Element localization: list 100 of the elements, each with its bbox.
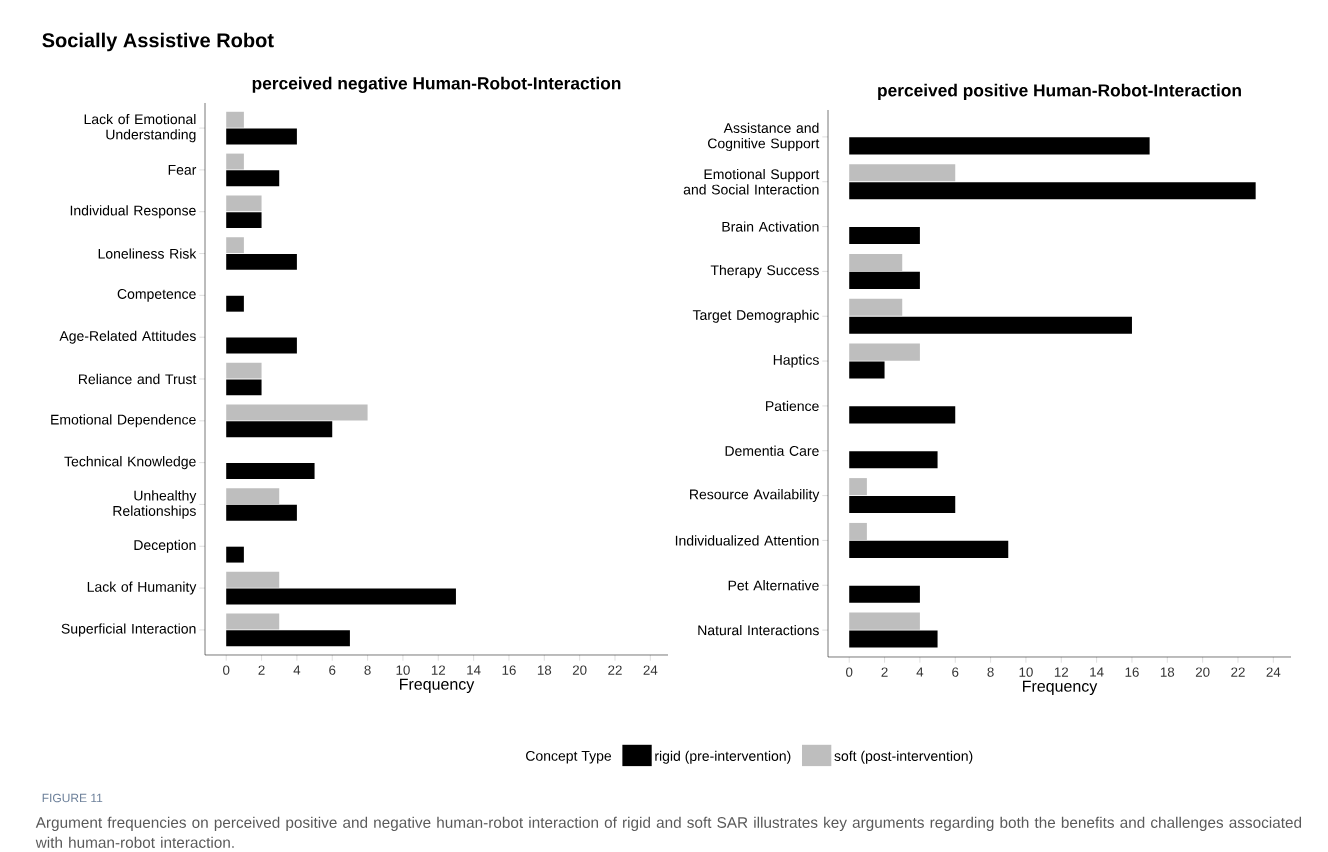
legend-title: Concept Type [526,750,612,764]
x-tick-label: 12 [1054,667,1069,677]
x-tick-label: 0 [846,667,853,677]
bar [849,585,920,603]
x-tick-label: 24 [643,665,658,675]
bar [226,362,262,379]
bar [849,226,920,244]
bar [226,295,244,312]
x-tick-label: 22 [608,665,622,675]
bar [849,361,885,379]
y-tick-label: Loneliness Risk [98,248,197,259]
x-tick-label: 18 [1160,667,1175,677]
chart-title: perceived positive Human-Robot-Interaction [878,83,1241,100]
bar [849,343,920,361]
bar [226,421,333,437]
bar [226,337,297,354]
bar [226,504,297,521]
x-axis-title: Frequency [1023,680,1098,695]
x-tick-label: 10 [1019,667,1033,677]
y-tick-label: Brain Activation [722,221,819,232]
x-axis-title: Frequency [400,678,475,693]
bar [226,462,315,479]
y-tick-label: Lack of Emotional Understanding [84,113,196,143]
y-tick-label: Age-Related Attitudes [59,330,196,344]
y-tick-label: Emotional Support and Social Interaction [683,168,820,195]
bar [226,404,368,421]
bar [849,181,1256,200]
y-tick-label: Therapy Success [710,264,819,278]
y-tick-label: Dementia Care [725,445,819,456]
y-tick-label: Fear [168,164,197,175]
bar [849,630,938,648]
chart-subtitle: perceived negative Human-Robot-Interaction [252,76,621,93]
x-tick-label: 6 [329,665,336,675]
bar [849,612,920,630]
bar [226,487,280,504]
bar [849,451,938,469]
y-tick-label: Individual Response [70,205,196,219]
x-tick-label: 16 [502,665,516,675]
x-tick-label: 14 [1090,667,1104,677]
bar [226,546,244,563]
y-tick-label: Emotional Dependence [51,414,196,428]
y-tick-label: Haptics [773,354,819,368]
bar [226,571,280,588]
legend-label: soft (post-intervention) [834,750,973,764]
x-tick-label: 0 [223,665,230,675]
bar [849,271,920,289]
bar [849,253,903,271]
x-tick-label: 8 [987,667,994,677]
y-tick-label: Technical Knowledge [64,455,196,469]
y-tick-label: Deception [134,539,196,553]
bar [849,298,903,316]
y-tick-label: Pet Alternative [728,579,819,591]
bar [226,153,244,170]
y-tick-label: Assistance and Cognitive Support [708,122,820,151]
x-tick-label: 4 [916,667,924,677]
bar [226,379,262,396]
bar [226,111,244,128]
bar [226,128,297,145]
bar [226,195,262,212]
bar [226,613,280,630]
bar [226,237,244,253]
x-tick-label: 20 [572,665,587,675]
y-tick-label: Resource Availability [690,488,820,502]
bar [849,137,1150,155]
bar [226,211,262,228]
y-tick-label: Lack of Humanity [87,581,197,595]
x-tick-label: 14 [467,665,481,675]
x-tick-label: 12 [431,665,446,675]
y-tick-label: Individualized Attention [675,535,819,546]
y-tick-label: Target Demographic [692,309,819,323]
bar [226,253,297,270]
bar [226,588,456,605]
text: Argument frequencies on perceived positive and negative human-robot interaction of rigid and soft SAR illustrates key arguments regarding both the benefits and challenges associated with human-robot interaction. [35,816,1302,848]
x-tick-label: 4 [293,665,301,675]
bar [849,522,867,540]
x-tick-label: 6 [952,667,959,677]
x-tick-label: 24 [1266,667,1281,677]
legend-label: rigid (pre-intervention) [655,750,791,764]
x-tick-label: 2 [881,667,888,677]
bar [849,540,1009,558]
x-tick-label: 20 [1195,667,1210,677]
chart-title: Socially Assistive Robot [42,32,274,52]
x-tick-label: 22 [1231,667,1245,677]
bar [849,495,956,513]
bar [226,630,350,647]
x-tick-label: 16 [1125,667,1139,677]
bar [849,477,867,495]
y-tick-label: Competence [117,288,196,302]
y-tick-label: Superficial Interaction [61,623,196,637]
y-tick-label: Natural Interactions [698,624,819,636]
x-tick-label: 2 [258,665,265,675]
bar [849,406,956,424]
caption: FIGURE 11 [42,793,103,803]
y-tick-label: Unhealthy Relationships [113,490,197,519]
x-tick-label: 10 [396,665,410,675]
bar [849,316,1132,334]
x-tick-label: 8 [364,665,371,675]
bar [849,164,956,182]
bar [226,170,280,187]
y-tick-label: Patience [766,400,819,411]
